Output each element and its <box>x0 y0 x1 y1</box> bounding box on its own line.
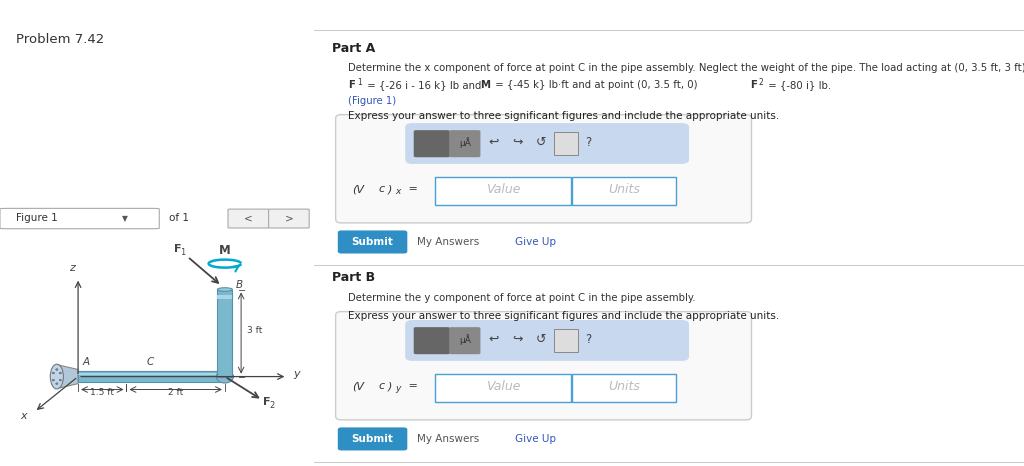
FancyBboxPatch shape <box>336 115 752 223</box>
Text: My Answers: My Answers <box>417 434 479 444</box>
Text: y: y <box>294 369 300 378</box>
Circle shape <box>52 379 54 381</box>
Text: (V: (V <box>352 184 364 194</box>
Circle shape <box>59 372 61 374</box>
FancyBboxPatch shape <box>338 427 408 451</box>
FancyBboxPatch shape <box>450 130 480 157</box>
Text: ↪: ↪ <box>512 333 522 346</box>
FancyBboxPatch shape <box>554 329 579 352</box>
Text: ): ) <box>387 184 392 194</box>
Text: 1.5 ft: 1.5 ft <box>90 388 114 397</box>
Polygon shape <box>217 295 232 299</box>
Text: c: c <box>378 381 384 391</box>
FancyBboxPatch shape <box>406 320 689 361</box>
Text: ↩: ↩ <box>488 333 499 346</box>
Text: ↺: ↺ <box>537 136 547 149</box>
Text: ): ) <box>387 381 392 391</box>
Text: Value: Value <box>485 380 520 393</box>
Text: =: = <box>406 381 418 391</box>
Polygon shape <box>217 289 232 377</box>
Text: ↪: ↪ <box>512 136 522 149</box>
Polygon shape <box>78 373 225 375</box>
Text: Part B: Part B <box>332 271 375 284</box>
FancyBboxPatch shape <box>414 327 450 354</box>
Text: 2: 2 <box>759 78 763 87</box>
Text: B: B <box>236 281 243 290</box>
Text: x: x <box>20 411 27 421</box>
Text: F: F <box>174 244 182 254</box>
Polygon shape <box>57 365 78 388</box>
Circle shape <box>55 369 58 370</box>
Text: 1: 1 <box>180 248 185 257</box>
Text: Determine the x component of force at point C in the pipe assembly. Neglect the : Determine the x component of force at po… <box>348 63 1024 73</box>
Text: μÅ: μÅ <box>459 137 471 148</box>
Text: x: x <box>395 187 400 196</box>
Circle shape <box>59 379 61 381</box>
Text: = {-80 i} lb.: = {-80 i} lb. <box>765 80 831 90</box>
Text: My Answers: My Answers <box>417 237 479 247</box>
Text: Give Up: Give Up <box>515 434 556 444</box>
Text: y: y <box>395 384 400 393</box>
Text: z: z <box>69 263 75 273</box>
FancyBboxPatch shape <box>338 230 408 254</box>
Text: c: c <box>378 184 384 194</box>
Ellipse shape <box>217 288 232 291</box>
Text: Express your answer to three significant figures and include the appropriate uni: Express your answer to three significant… <box>348 311 779 321</box>
FancyBboxPatch shape <box>435 374 570 402</box>
Text: ?: ? <box>585 136 592 149</box>
Text: 1: 1 <box>357 78 361 87</box>
Text: Figure 1: Figure 1 <box>15 213 57 223</box>
Text: >: > <box>285 213 293 223</box>
Text: μÅ: μÅ <box>459 334 471 345</box>
Text: Part A: Part A <box>332 42 376 55</box>
Ellipse shape <box>216 370 233 383</box>
Text: « previous  |  4 of 4  |  return to assig: « previous | 4 of 4 | return to assig <box>838 8 1019 18</box>
Text: Problem 7.42: Problem 7.42 <box>15 34 103 47</box>
Text: 2: 2 <box>269 401 274 411</box>
Text: F: F <box>263 397 270 407</box>
Text: ▼: ▼ <box>122 213 128 223</box>
Text: ↺: ↺ <box>537 333 547 346</box>
Text: Units: Units <box>608 380 640 393</box>
Text: Determine the y component of force at point C in the pipe assembly.: Determine the y component of force at po… <box>348 293 696 303</box>
Text: (V: (V <box>352 381 364 391</box>
FancyBboxPatch shape <box>0 208 160 229</box>
Circle shape <box>52 372 54 374</box>
Text: M: M <box>219 244 230 257</box>
Text: ↩: ↩ <box>488 136 499 149</box>
Text: F: F <box>751 80 757 90</box>
Text: 3 ft: 3 ft <box>247 326 262 335</box>
FancyBboxPatch shape <box>406 123 689 164</box>
Text: F: F <box>348 80 355 90</box>
Text: Value: Value <box>485 183 520 196</box>
FancyBboxPatch shape <box>572 374 676 402</box>
Text: Express your answer to three significant figures and include the appropriate uni: Express your answer to three significant… <box>348 111 779 121</box>
FancyBboxPatch shape <box>554 132 579 155</box>
Text: = {-45 k} lb·ft and at point (0, 3.5 ft, 0): = {-45 k} lb·ft and at point (0, 3.5 ft,… <box>492 80 700 90</box>
FancyBboxPatch shape <box>435 177 570 205</box>
Ellipse shape <box>50 364 63 389</box>
FancyBboxPatch shape <box>572 177 676 205</box>
Text: Submit: Submit <box>351 237 393 247</box>
Text: A: A <box>83 357 90 367</box>
Text: Units: Units <box>608 183 640 196</box>
Text: =: = <box>406 184 418 194</box>
Text: <: < <box>244 213 253 223</box>
FancyBboxPatch shape <box>228 209 268 228</box>
Text: of 1: of 1 <box>169 213 188 223</box>
Text: Submit: Submit <box>351 434 393 444</box>
Circle shape <box>55 383 58 384</box>
FancyBboxPatch shape <box>450 327 480 354</box>
Text: C: C <box>146 357 154 367</box>
Text: Give Up: Give Up <box>515 237 556 247</box>
Text: 2 ft: 2 ft <box>168 388 183 397</box>
Text: (Figure 1): (Figure 1) <box>348 96 396 106</box>
FancyBboxPatch shape <box>336 312 752 420</box>
Text: M: M <box>479 80 489 90</box>
FancyBboxPatch shape <box>414 130 450 157</box>
Text: ?: ? <box>585 333 592 346</box>
FancyBboxPatch shape <box>268 209 309 228</box>
Polygon shape <box>78 370 225 383</box>
Text: = {-26 i - 16 k} lb and: = {-26 i - 16 k} lb and <box>365 80 484 90</box>
